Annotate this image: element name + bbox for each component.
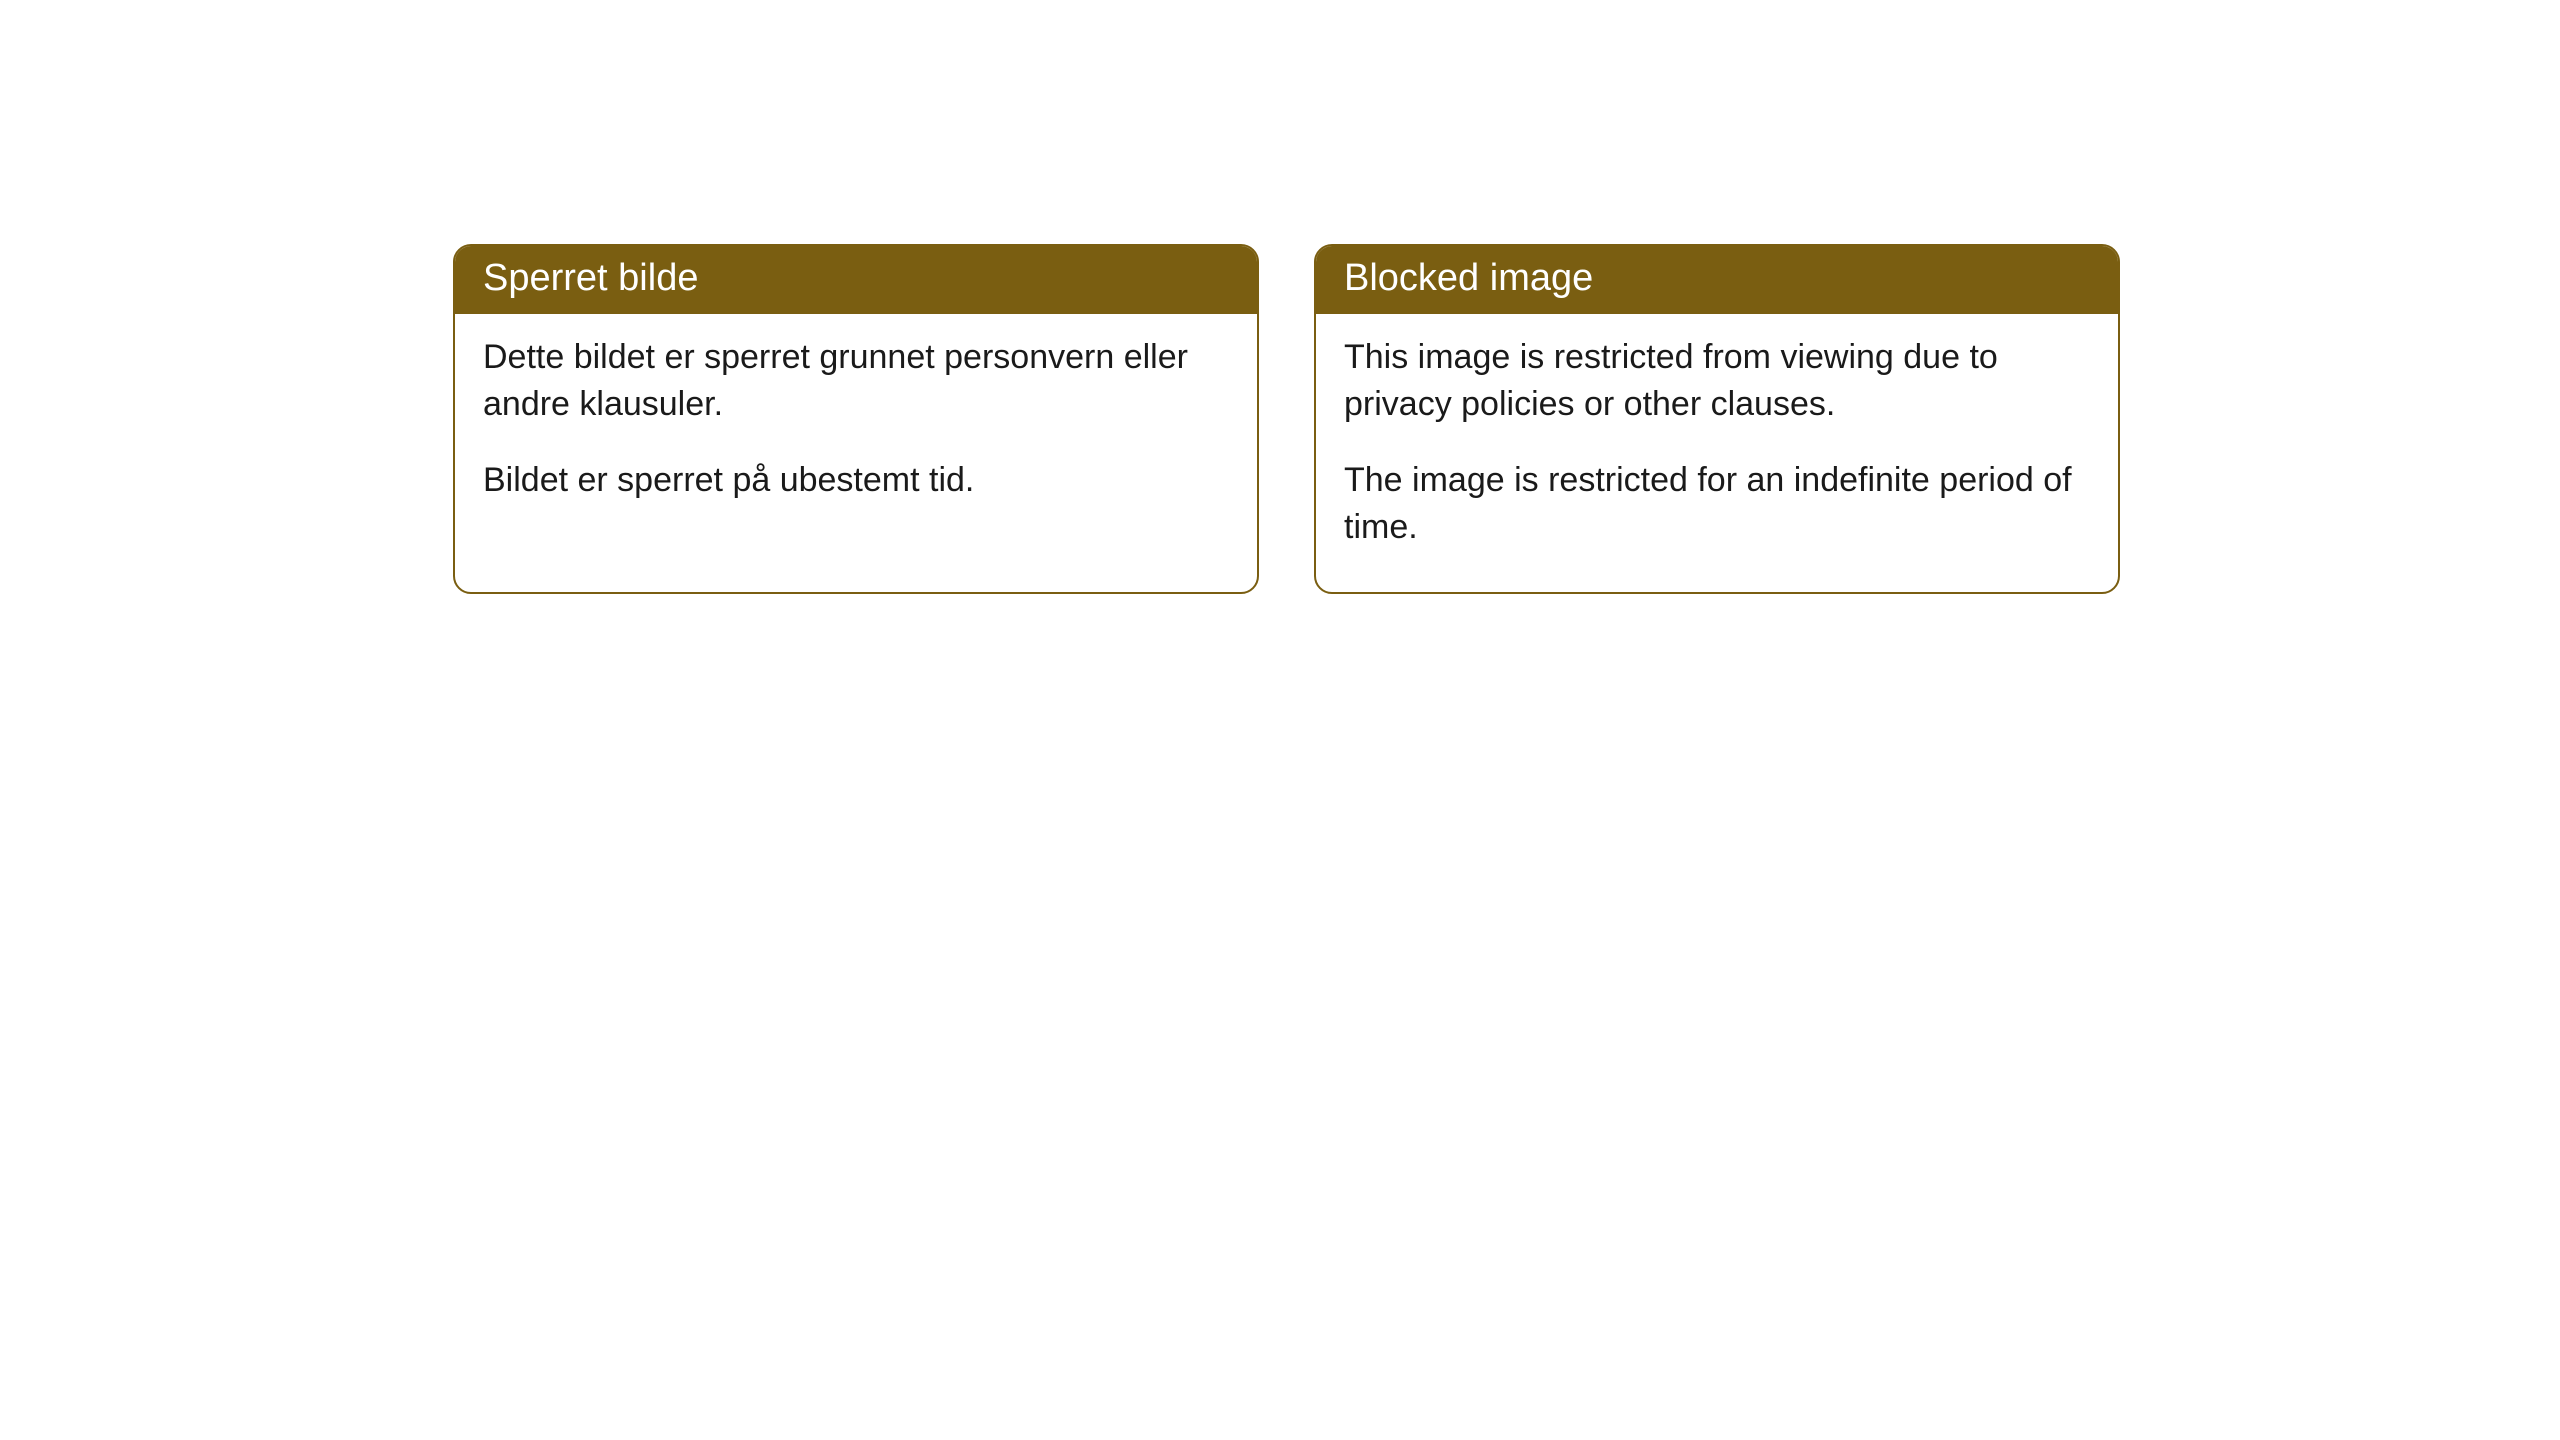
card-paragraph: The image is restricted for an indefinit… — [1344, 457, 2090, 552]
card-title: Sperret bilde — [483, 257, 698, 299]
card-paragraph: Dette bildet er sperret grunnet personve… — [483, 334, 1229, 429]
card-header: Sperret bilde — [455, 246, 1257, 314]
notice-container: Sperret bilde Dette bildet er sperret gr… — [453, 244, 2120, 594]
notice-card-norwegian: Sperret bilde Dette bildet er sperret gr… — [453, 244, 1259, 594]
card-paragraph: Bildet er sperret på ubestemt tid. — [483, 457, 1229, 505]
card-title: Blocked image — [1344, 257, 1593, 299]
card-header: Blocked image — [1316, 246, 2118, 314]
card-body: This image is restricted from viewing du… — [1316, 314, 2118, 592]
card-paragraph: This image is restricted from viewing du… — [1344, 334, 2090, 429]
card-body: Dette bildet er sperret grunnet personve… — [455, 314, 1257, 545]
notice-card-english: Blocked image This image is restricted f… — [1314, 244, 2120, 594]
